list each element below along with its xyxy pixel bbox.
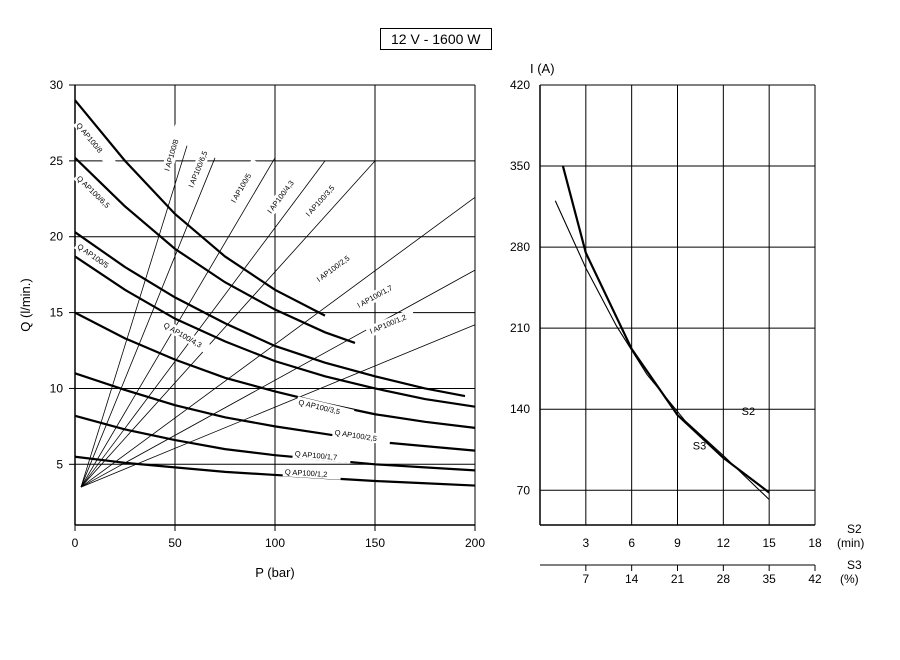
flow-curve-label: Q AP100/6,5 [75, 174, 112, 210]
s2-axis-unit: (min) [837, 536, 864, 550]
s3-axis-name: S3 [847, 558, 862, 572]
s2-tick-label: 3 [582, 536, 589, 550]
duty-curve-S2 [555, 201, 769, 500]
y-tick-label: 210 [510, 321, 530, 335]
s3-tick-label: 21 [671, 572, 685, 586]
s3-tick-label: 7 [582, 572, 589, 586]
y-tick-label: 350 [510, 159, 530, 173]
s2-tick-label: 12 [717, 536, 731, 550]
s2-tick-label: 18 [808, 536, 822, 550]
y-tick-label: 15 [50, 306, 64, 320]
flow-curve-label: Q AP100/2,5 [334, 428, 377, 443]
x-tick-label: 50 [168, 536, 182, 550]
current-line-label: I AP100/3,5 [304, 183, 337, 218]
chart-svg: 0 50 100 150 200 5 10 15 20 25 30 P (bar) Q (l/min.)… [10, 10, 890, 650]
flow-curve-label: Q AP100/8 [74, 121, 104, 155]
y-axis-label: Q (l/min.) [18, 278, 33, 331]
flow-curve-label: Q AP100/4,3 [162, 321, 203, 350]
s2-axis-name: S2 [847, 522, 862, 536]
chart-title: 12 V - 1600 W [380, 28, 492, 50]
current-line-label: I AP100/8 [162, 138, 180, 172]
s3-tick-label: 14 [625, 572, 639, 586]
y-tick-label: 5 [56, 457, 63, 471]
s3-tick-label: 28 [717, 572, 731, 586]
flow-curve-label: Q AP100/1,7 [294, 449, 337, 462]
duty-curve-label: S2 [742, 406, 755, 418]
x-tick-label: 200 [465, 536, 485, 550]
s3-axis-unit: (%) [840, 572, 859, 586]
y-tick-label: 20 [50, 230, 64, 244]
y-tick-label: 420 [510, 78, 530, 92]
s2-tick-label: 6 [628, 536, 635, 550]
y-tick-label: 25 [50, 154, 64, 168]
current-line-label: I AP100/4,3 [265, 179, 295, 215]
s3-tick-label: 35 [762, 572, 776, 586]
y-tick-label: 140 [510, 402, 530, 416]
s3-tick-label: 42 [808, 572, 822, 586]
flow-curve-label: Q AP100/3,5 [298, 398, 341, 417]
y-axis-label: I (A) [530, 61, 555, 76]
current-line-label: I AP100/2,5 [315, 254, 352, 284]
x-tick-label: 150 [365, 536, 385, 550]
current-line [81, 325, 475, 487]
x-tick-label: 100 [265, 536, 285, 550]
y-tick-label: 10 [50, 381, 64, 395]
y-tick-label: 280 [510, 240, 530, 254]
duty-curve-label: S3 [693, 441, 706, 453]
flow-curve-label: Q AP100/1,2 [285, 467, 328, 479]
y-tick-label: 70 [517, 483, 531, 497]
x-axis-label: P (bar) [255, 565, 295, 580]
x-tick-label: 0 [72, 536, 79, 550]
duty-curve-S3 [563, 166, 769, 493]
current-line-label: I AP100/5 [229, 172, 253, 205]
chart-container: 12 V - 1600 W 0 50 100 150 200 5 10 15 20 25 30 P (… [10, 10, 890, 650]
s2-tick-label: 15 [762, 536, 776, 550]
y-tick-label: 30 [50, 78, 64, 92]
flow-curve [75, 158, 355, 343]
s2-tick-label: 9 [674, 536, 681, 550]
